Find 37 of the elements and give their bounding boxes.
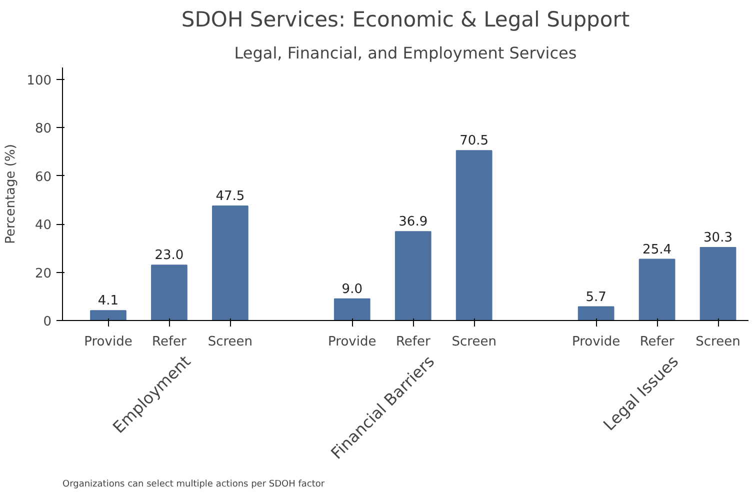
data-label: 70.5 [460, 134, 489, 149]
text: Organizations can select multiple actions per SDOH factor [62, 480, 325, 490]
y-axis-title: Percentage (%) [4, 144, 19, 244]
data-label: 9.0 [342, 282, 362, 297]
bar [638, 258, 676, 320]
bar [578, 306, 614, 320]
x-tick-label: Refer [640, 334, 675, 350]
bar [90, 310, 126, 320]
data-label: 23.0 [154, 248, 184, 264]
bar [700, 246, 736, 320]
bar [151, 264, 188, 320]
chart-title: SDOH Services: Economic & Legal Support [181, 8, 630, 32]
data-label: 36.9 [398, 214, 428, 230]
y-tick-label: 40 [34, 218, 52, 234]
data-label: 47.5 [216, 189, 245, 204]
bar [394, 231, 432, 320]
x-tick-label: Provide [84, 334, 132, 350]
y-tick-label: 80 [34, 122, 52, 137]
y-tick-label: 100 [26, 74, 52, 89]
y-tick-label: 20 [34, 266, 52, 282]
data-label: 4.1 [98, 294, 119, 309]
x-tick-label: Provide [328, 334, 376, 350]
bar [212, 206, 248, 320]
x-tick-label: Refer [396, 334, 431, 350]
data-label: 5.7 [586, 290, 606, 305]
x-tick-label: Provide [572, 334, 620, 350]
chart-subtitle: Legal, Financial, and Employment Services [234, 44, 577, 62]
data-label: 30.3 [704, 230, 732, 246]
bar [456, 150, 492, 320]
y-tick-label: 60 [34, 170, 52, 185]
y-tick-label: 0 [43, 314, 52, 330]
x-tick-label: Refer [152, 334, 188, 350]
x-tick-label: Screen [208, 334, 253, 350]
x-tick-label: Screen [696, 334, 740, 350]
data-label: 25.4 [642, 242, 672, 258]
bar [334, 298, 370, 320]
x-tick-label: Screen [452, 334, 496, 350]
